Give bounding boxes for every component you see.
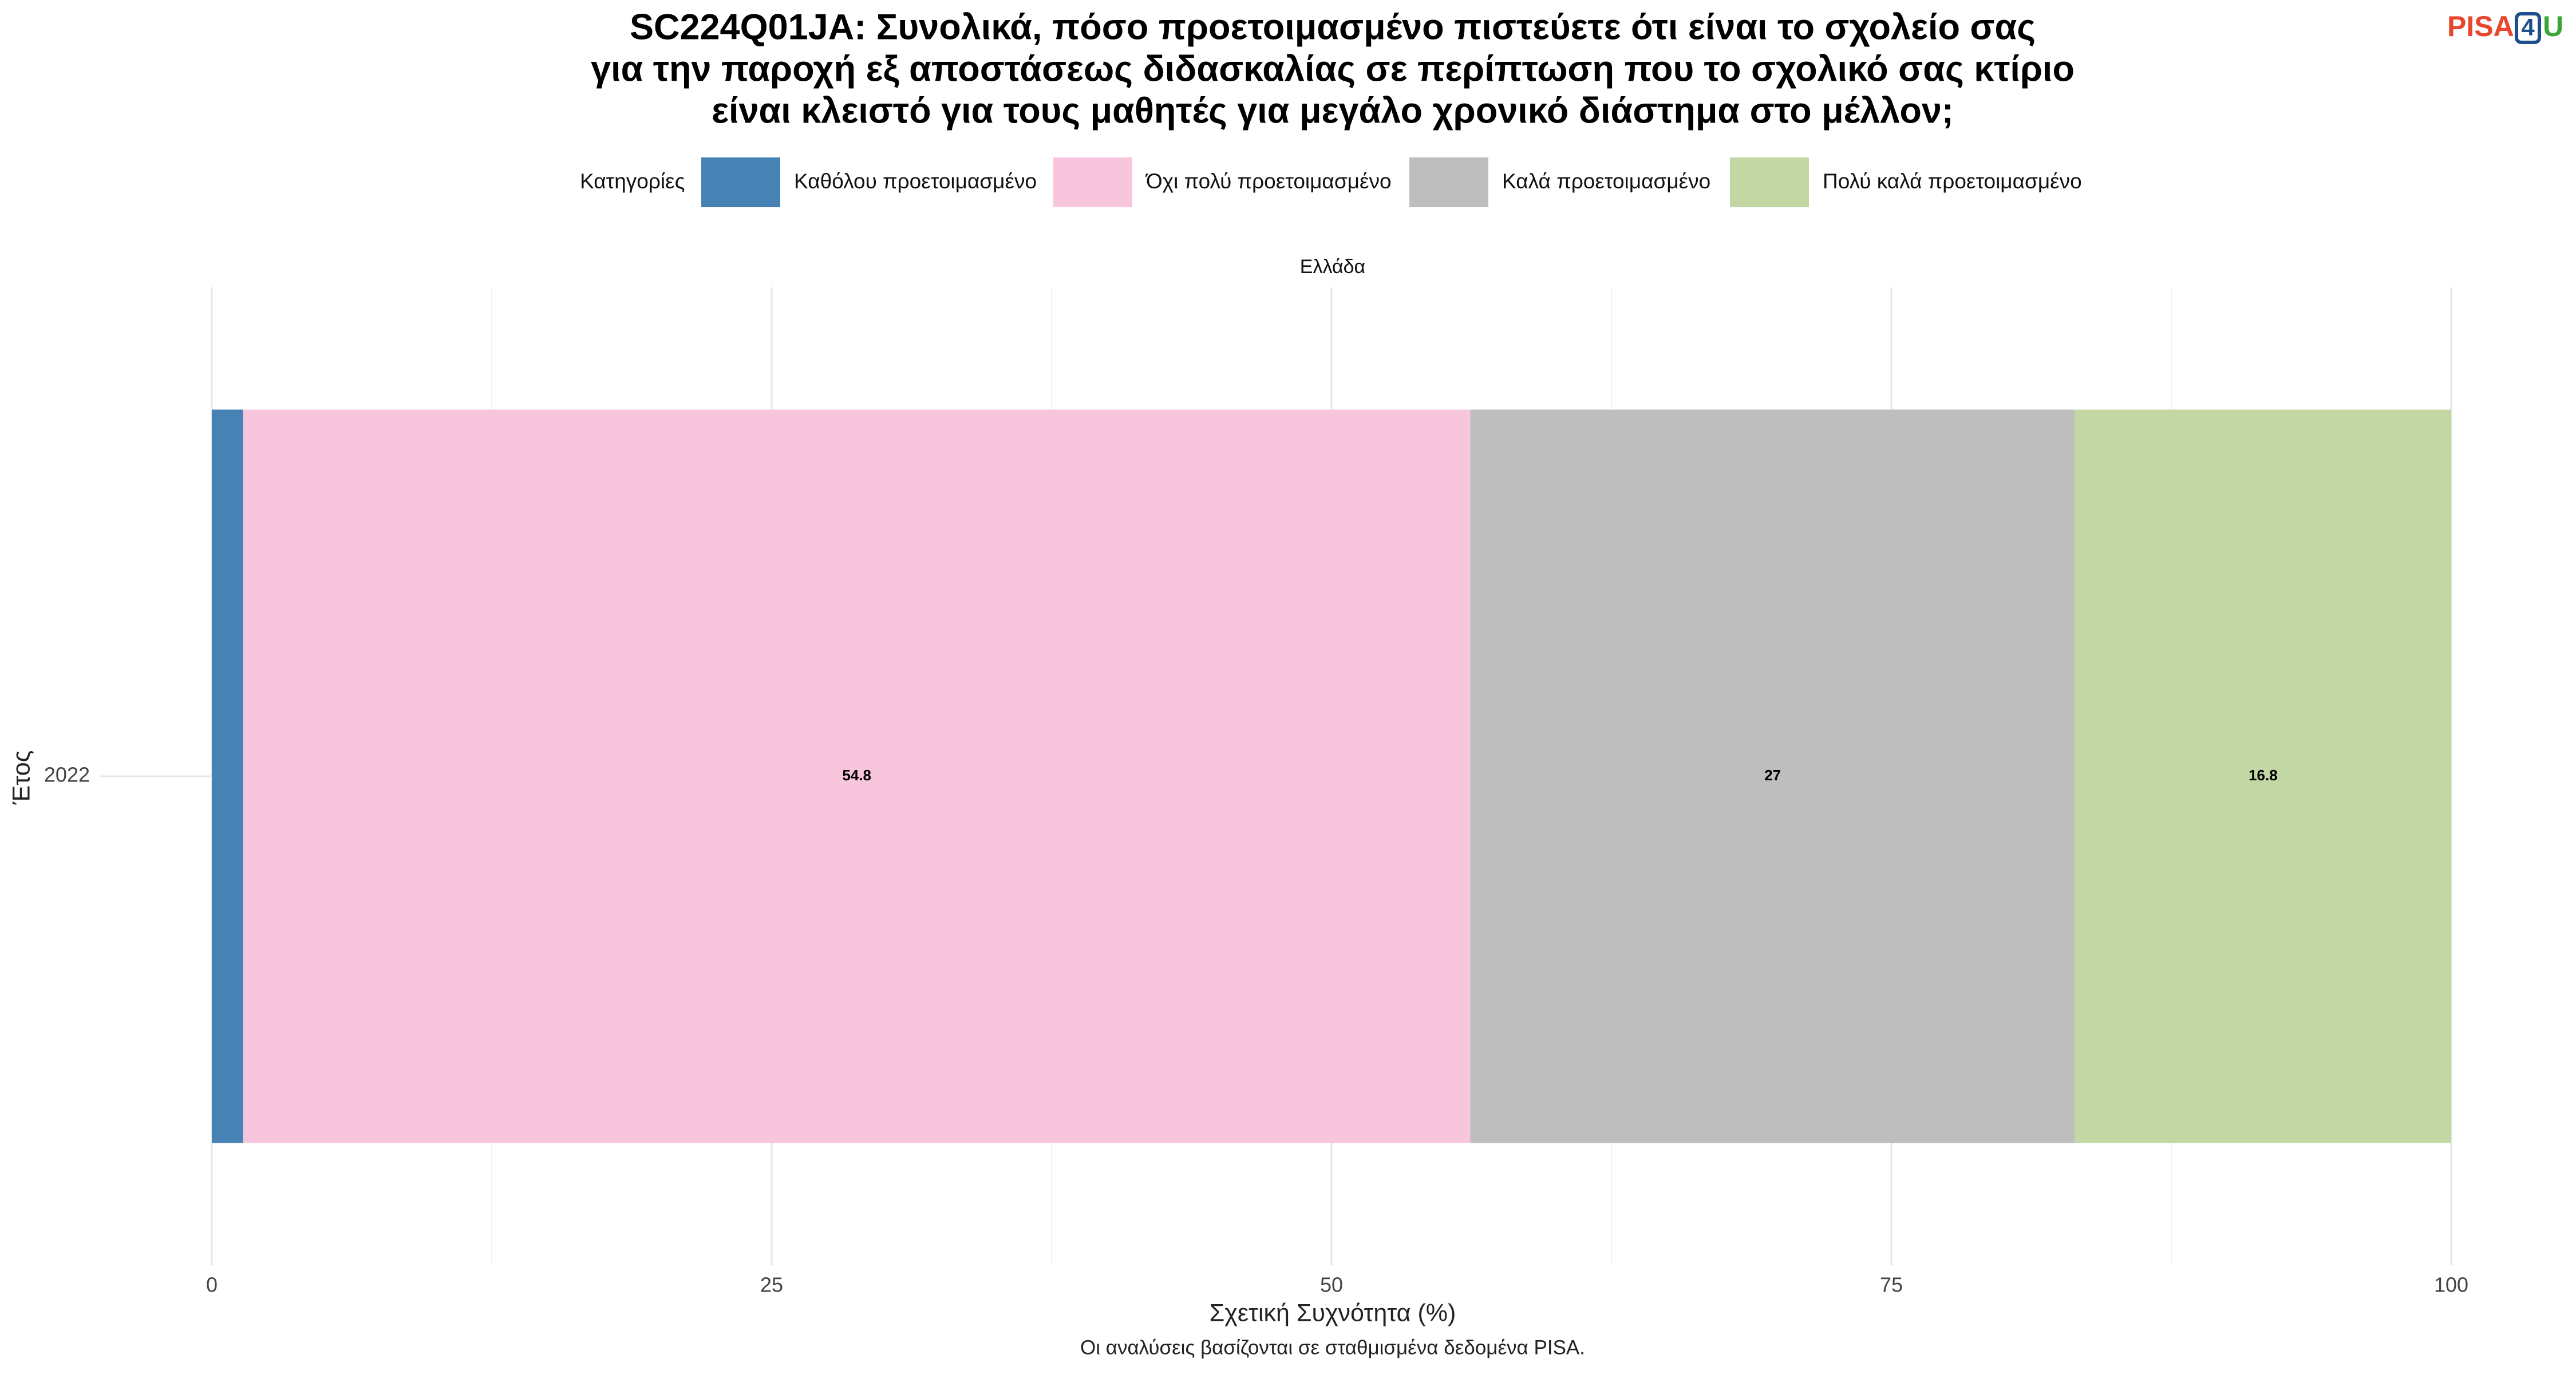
x-axis-label: Σχετική Συχνότητα (%) (1210, 1299, 1456, 1326)
x-tick-label: 50 (1320, 1273, 1343, 1297)
bar-segment (212, 409, 243, 1143)
legend-swatch (1409, 157, 1488, 207)
legend-label: Καλά προετοιμασμένο (1502, 169, 1710, 193)
bar-segment (243, 409, 1471, 1143)
legend-label: Όχι πολύ προετοιμασμένο (1145, 169, 1392, 193)
legend-swatch (1730, 157, 1809, 207)
facet-label: Ελλάδα (1300, 256, 1365, 278)
caption: Οι αναλύσεις βασίζονται σε σταθμισμένα δ… (1080, 1336, 1585, 1359)
y-tick-label: 2022 (44, 763, 90, 787)
logo: U (2543, 10, 2563, 42)
legend-title: Κατηγορίες (580, 169, 685, 193)
x-tick-label: 0 (206, 1273, 218, 1297)
chart-title: για την παροχή εξ αποστάσεως διδασκαλίας… (591, 49, 2075, 89)
x-tick-label: 100 (2434, 1273, 2468, 1297)
bar-segment (1470, 409, 2075, 1143)
chart-title: SC224Q01JA: Συνολικά, πόσο προετοιμασμέν… (630, 7, 2036, 48)
y-axis-label: Έτος (7, 751, 35, 806)
chart-title: είναι κλειστό για τους μαθητές για μεγάλ… (712, 91, 1954, 131)
logo-box (2515, 12, 2541, 44)
x-tick-label: 75 (1880, 1273, 1903, 1297)
legend-swatch (701, 157, 780, 207)
legend-swatch (1053, 157, 1132, 207)
logo: 4 (2521, 14, 2535, 41)
logo: PISA (2447, 10, 2514, 42)
data-label: 16.8 (2249, 767, 2278, 784)
x-tick-label: 25 (760, 1273, 783, 1297)
bar-segment (2075, 409, 2451, 1143)
data-label: 27 (1764, 767, 1781, 784)
legend-label: Καθόλου προετοιμασμένο (794, 169, 1037, 193)
data-label: 54.8 (842, 767, 871, 784)
legend-label: Πολύ καλά προετοιμασμένο (1823, 169, 2082, 193)
